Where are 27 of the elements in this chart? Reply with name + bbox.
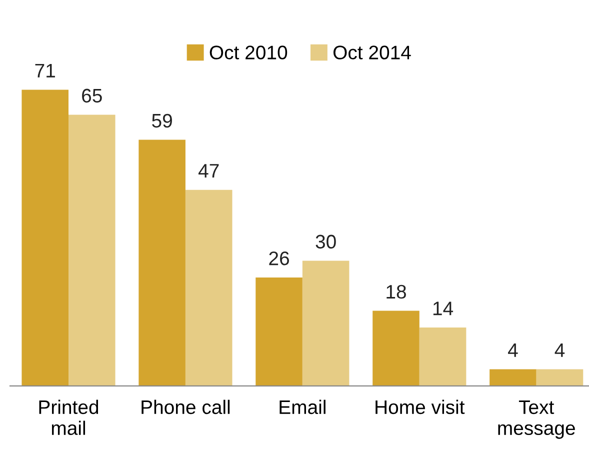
bar	[185, 190, 232, 386]
bar	[22, 90, 68, 386]
bar	[372, 310, 420, 386]
bar	[419, 328, 466, 386]
bar	[302, 260, 350, 386]
data-label: 18	[386, 284, 406, 299]
x-tick-label: Email	[280, 400, 326, 414]
data-label: 47	[198, 164, 219, 178]
data-label: 4	[554, 343, 565, 357]
data-label: 59	[152, 114, 172, 128]
bar	[490, 369, 536, 386]
bar	[138, 140, 186, 386]
bar	[68, 114, 116, 386]
data-label: 4	[508, 343, 518, 357]
bar	[536, 369, 584, 386]
data-label: 26	[269, 251, 289, 266]
data-label: 14	[433, 302, 454, 316]
legend-label: Oct 2010	[210, 46, 288, 60]
bar	[256, 277, 302, 386]
x-tick-label: Text message	[498, 400, 575, 439]
x-tick-label: Printed mail	[39, 400, 98, 436]
x-tick-label: Home visit	[376, 400, 465, 414]
data-label: 71	[35, 64, 55, 78]
x-tick-label: Phone call	[142, 400, 230, 414]
data-label: 30	[316, 234, 336, 249]
data-label: 65	[82, 88, 102, 103]
legend-label: Oct 2014	[333, 46, 411, 60]
